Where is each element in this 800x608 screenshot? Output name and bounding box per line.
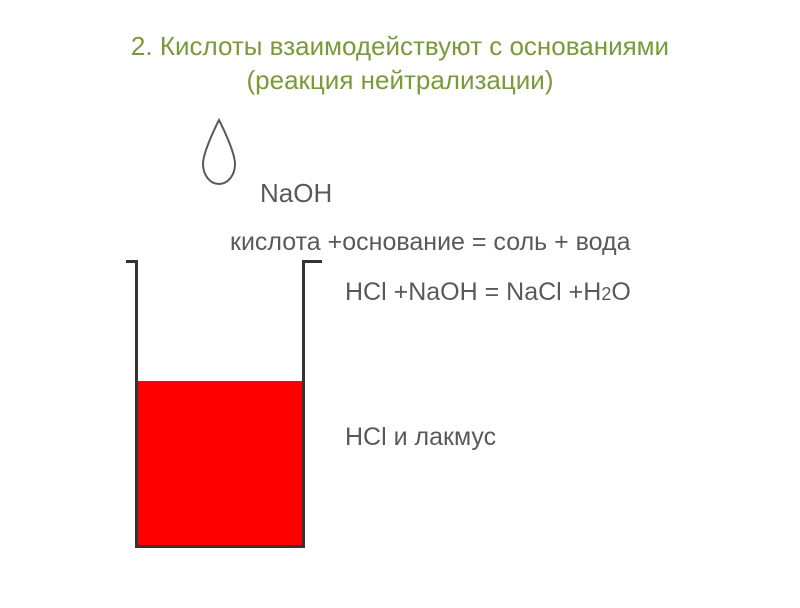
chem-suffix: O [611, 278, 630, 306]
beaker [135, 263, 305, 548]
word-equation: кислота +основание = соль + вода [230, 228, 631, 257]
beaker-liquid [138, 381, 302, 545]
chem-subscript: 2 [601, 284, 611, 304]
beaker-rim-right [302, 260, 322, 263]
title-line1: 2. Кислоты взаимодействуют с основаниями [131, 31, 669, 61]
content-area: NaOH кислота +основание = соль + вода HC… [0, 108, 800, 608]
chemical-equation: HCl +NaOH = NaCl +H2O [345, 278, 631, 307]
drop-icon [195, 116, 243, 188]
beaker-rim-left [126, 260, 138, 263]
hcl-litmus-label: HCl и лакмус [345, 423, 496, 452]
slide-title: 2. Кислоты взаимодействуют с основаниями… [0, 0, 800, 98]
title-line2: (реакция нейтрализации) [247, 65, 554, 95]
naoh-label: NaOH [260, 178, 332, 209]
chem-prefix: HCl +NaOH = NaCl +H [345, 278, 601, 306]
